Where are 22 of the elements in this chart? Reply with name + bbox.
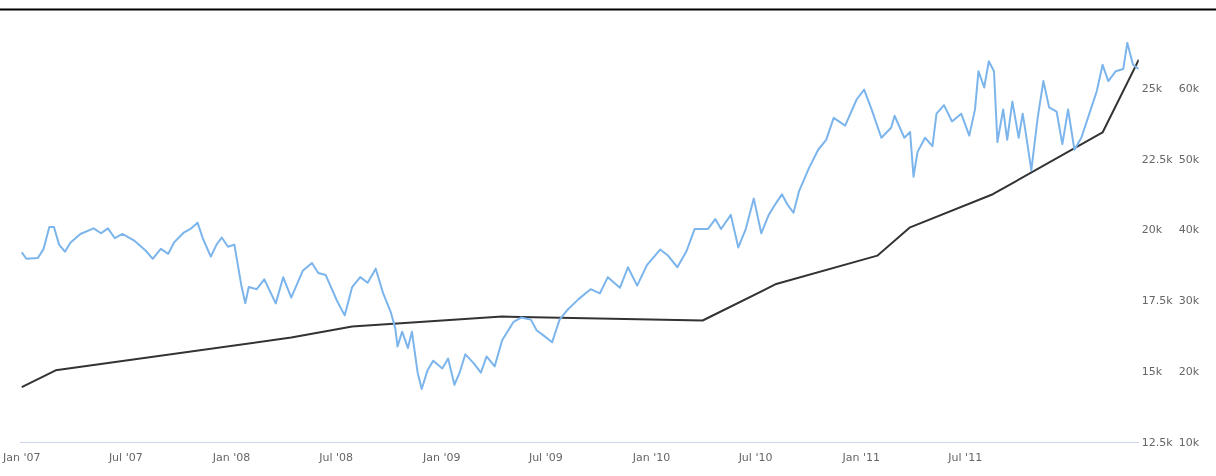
x-tick-label: Jul '11 — [947, 451, 983, 465]
y-tick-label: 12.5k — [1141, 435, 1174, 449]
y2-tick-label: 40k — [1178, 223, 1200, 237]
x-tick-label: Jul '10 — [737, 451, 773, 465]
y-tick-label: 17.5k — [1141, 294, 1174, 308]
x-tick-label: Jul '07 — [107, 451, 143, 465]
y2-tick-label: 10k — [1178, 435, 1200, 449]
y2-tick-label: 30k — [1178, 294, 1200, 308]
y2-tick-label: 50k — [1178, 152, 1200, 166]
x-tick-label: Jul '08 — [318, 451, 353, 465]
y-tick-label: 22.5k — [1141, 152, 1174, 166]
x-tick-label: Jan '09 — [422, 451, 461, 465]
x-tick-label: Jul '09 — [527, 451, 563, 465]
y2-tick-label: 60k — [1178, 81, 1200, 95]
x-tick-label: Jan '08 — [211, 451, 251, 465]
x-tick-label: Jan '11 — [841, 451, 880, 465]
y-tick-label: 20k — [1141, 223, 1163, 237]
x-tick-label: Jan '10 — [631, 451, 671, 465]
x-tick-label: Jan '07 — [2, 451, 41, 465]
y2-tick-label: 20k — [1178, 364, 1200, 378]
y-tick-label: 25k — [1141, 81, 1163, 95]
y-tick-label: 15k — [1141, 364, 1163, 378]
